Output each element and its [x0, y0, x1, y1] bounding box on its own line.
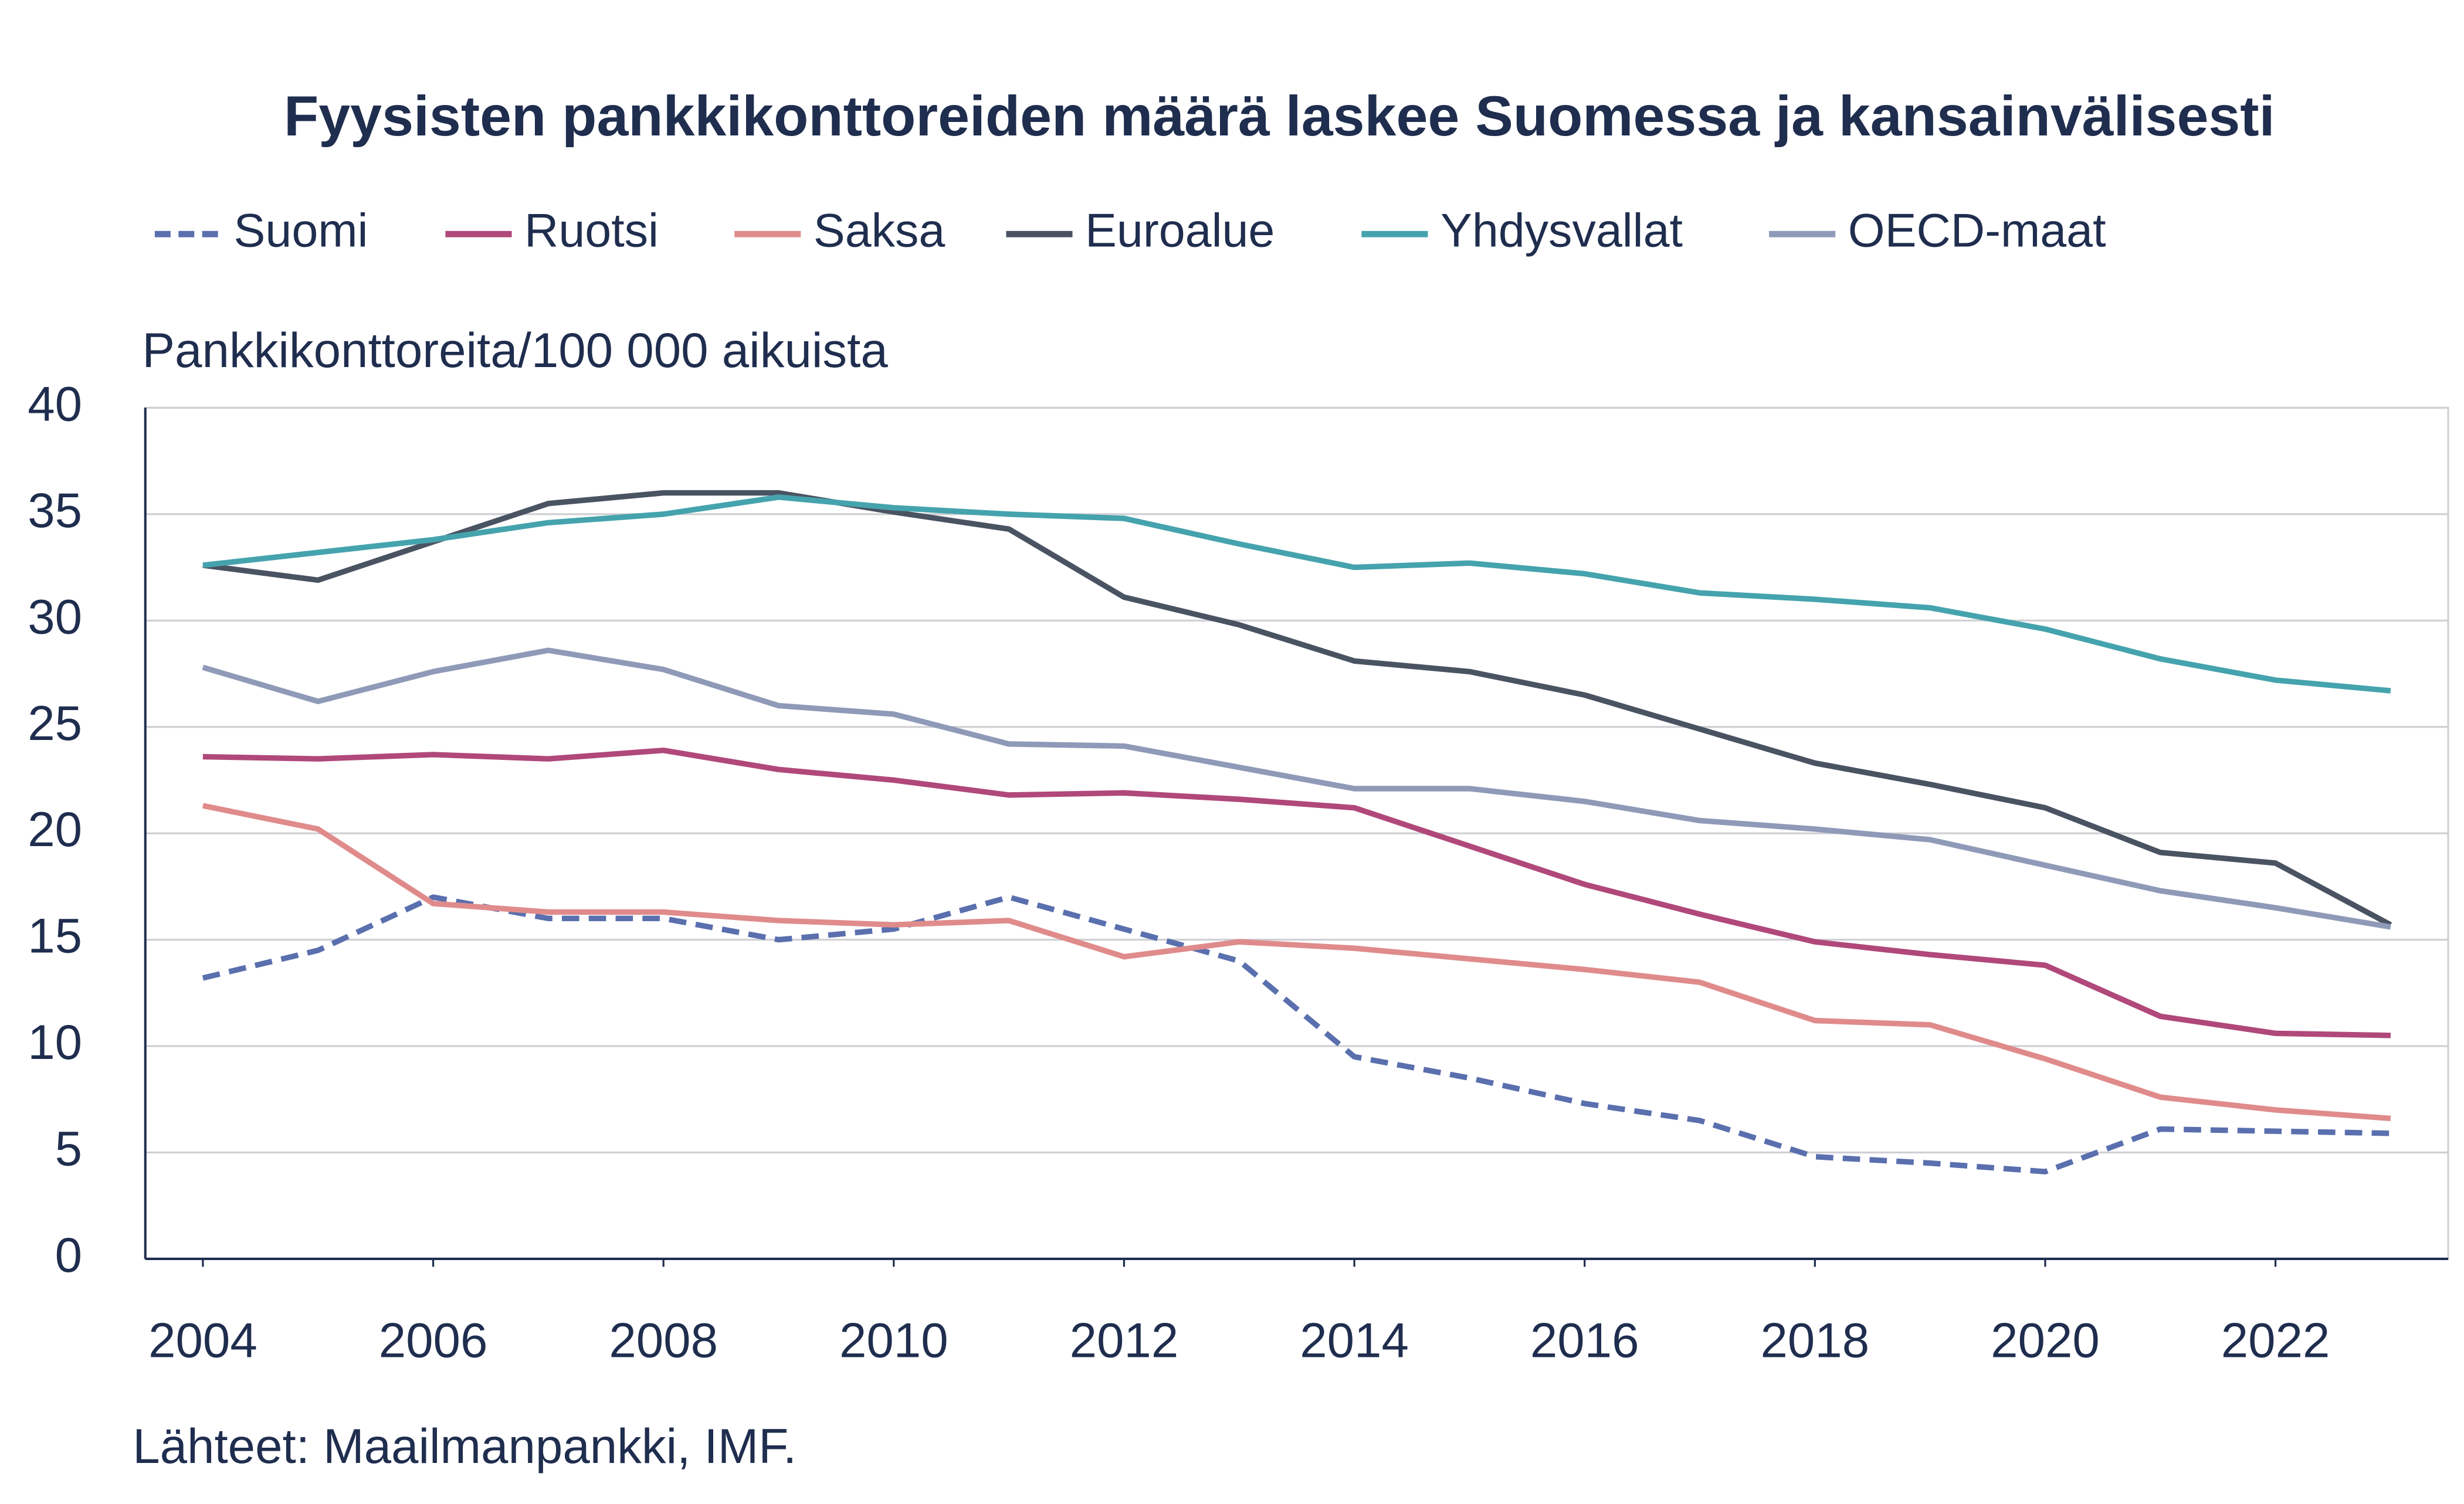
series-line: [202, 894, 2391, 1174]
source: Lähteet: Maailmanpankki, IMF.: [133, 1418, 797, 1474]
legend-label: Ruotsi: [524, 205, 659, 257]
legend-label: Euroalue: [1085, 205, 1275, 257]
series-line: [202, 803, 2391, 1122]
series-line: [202, 494, 2391, 694]
y-tick-label: 15: [28, 908, 82, 963]
chart-title: Fyysisten pankkikonttoreiden määrä laske…: [284, 84, 2275, 148]
series-line: [202, 747, 2391, 1038]
y-tick-label: 10: [28, 1014, 82, 1070]
x-tick-label: 2010: [839, 1312, 948, 1367]
series-line: [202, 647, 2391, 930]
x-tick-label: 2008: [609, 1312, 718, 1367]
series-line: [202, 490, 2392, 928]
legend-label: Yhdysvallat: [1441, 205, 1683, 257]
x-tick-label: 2012: [1070, 1312, 1179, 1367]
y-tick-label: 25: [28, 695, 82, 751]
x-tick-label: 2004: [148, 1312, 257, 1367]
x-tick-label: 2006: [379, 1312, 488, 1367]
legend-label: Suomi: [234, 205, 368, 257]
x-tick-label: 2018: [1760, 1312, 1869, 1367]
y-axis-label: Pankkikonttoreita/100 000 aikuista: [142, 322, 888, 378]
legend-label: OECD-maat: [1848, 205, 2106, 257]
y-tick-label: 40: [28, 376, 82, 431]
y-tick-label: 20: [28, 802, 82, 857]
x-tick-label: 2022: [2221, 1312, 2330, 1367]
y-tick-label: 0: [55, 1227, 82, 1282]
x-tick-label: 2016: [1530, 1312, 1639, 1367]
y-tick-label: 30: [28, 589, 82, 644]
legend-label: Saksa: [814, 205, 945, 257]
y-tick-label: 5: [55, 1121, 82, 1176]
y-tick-label: 35: [28, 483, 82, 538]
x-tick-label: 2020: [1991, 1312, 2100, 1367]
x-tick-label: 2014: [1300, 1312, 1409, 1367]
